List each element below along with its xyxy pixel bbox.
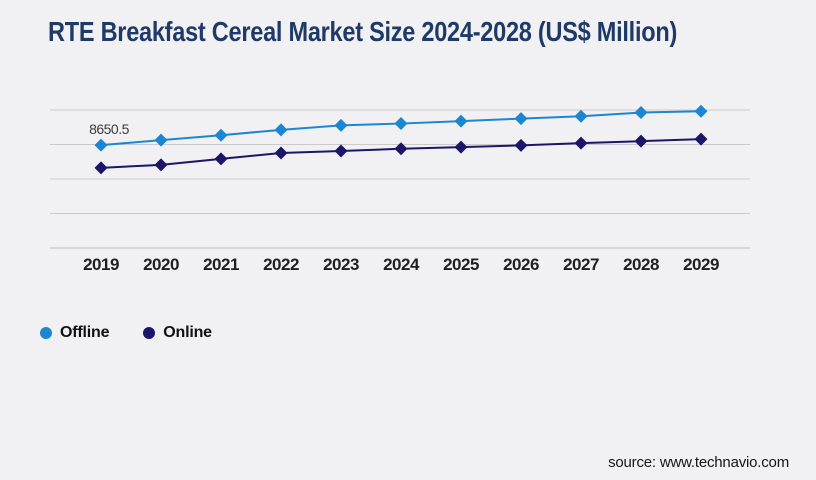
- online-marker-2028: [634, 134, 648, 148]
- online-legend-label: Online: [163, 324, 212, 341]
- online-marker-2025: [454, 140, 468, 154]
- x-axis-label-2028: 2028: [623, 255, 659, 274]
- online-marker-2026: [514, 138, 528, 152]
- offline-marker-2023: [334, 118, 348, 132]
- offline-marker-2022: [274, 123, 288, 137]
- offline-legend-swatch-icon: [40, 327, 52, 339]
- chart-title: RTE Breakfast Cereal Market Size 2024-20…: [48, 16, 678, 47]
- legend-item-offline: Offline: [40, 324, 109, 342]
- offline-marker-2020: [154, 133, 168, 147]
- x-axis-label-2019: 2019: [83, 255, 119, 274]
- offline-marker-2028: [634, 105, 648, 119]
- x-axis-label-2024: 2024: [383, 255, 420, 274]
- online-legend-swatch-icon: [143, 327, 156, 339]
- online-marker-2019: [94, 161, 108, 175]
- x-axis-label-2021: 2021: [203, 255, 239, 274]
- online-marker-2020: [154, 158, 168, 172]
- online-marker-2021: [214, 152, 228, 166]
- online-marker-2024: [394, 142, 408, 156]
- legend-item-online: Online: [143, 324, 212, 342]
- x-axis-label-2023: 2023: [323, 255, 359, 274]
- online-marker-2027: [574, 136, 588, 150]
- x-axis-label-2029: 2029: [683, 255, 719, 274]
- online-marker-2022: [274, 146, 288, 160]
- offline-data-label-2019: 8650.5: [89, 121, 130, 137]
- offline-marker-2025: [454, 114, 468, 128]
- x-axis-label-2022: 2022: [263, 255, 299, 274]
- offline-marker-2026: [514, 112, 528, 126]
- offline-marker-2027: [574, 109, 588, 123]
- offline-marker-2029: [694, 104, 708, 118]
- source-attribution: source: www.technavio.com: [608, 454, 789, 471]
- x-axis-label-2026: 2026: [503, 255, 539, 274]
- offline-marker-2019: [94, 138, 108, 152]
- x-axis-label-2025: 2025: [443, 255, 479, 274]
- chart-legend: Offline Online: [40, 324, 212, 342]
- offline-marker-2024: [394, 117, 408, 131]
- offline-marker-2021: [214, 128, 228, 142]
- online-marker-2023: [334, 144, 348, 158]
- online-marker-2029: [694, 132, 708, 146]
- x-axis-label-2027: 2027: [563, 255, 599, 274]
- x-axis-label-2020: 2020: [143, 255, 179, 274]
- offline-legend-label: Offline: [60, 324, 110, 341]
